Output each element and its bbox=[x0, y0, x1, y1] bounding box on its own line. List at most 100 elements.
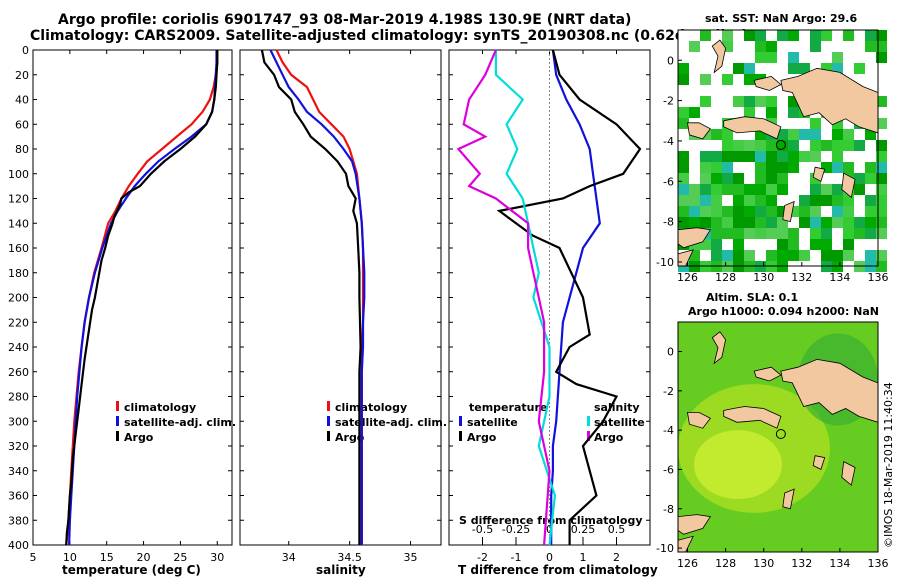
sst-cell bbox=[733, 184, 744, 195]
x-tick-label: 25 bbox=[173, 551, 187, 564]
sst-cell bbox=[777, 250, 788, 261]
legend-label-argo: Argo bbox=[335, 431, 365, 444]
legend-swatch-climatology bbox=[327, 401, 330, 411]
sst-cell bbox=[744, 217, 755, 228]
sst-cell bbox=[865, 129, 876, 140]
sst-cell bbox=[755, 195, 766, 206]
sst-cell bbox=[821, 63, 832, 74]
x-tick-label: 15 bbox=[100, 551, 114, 564]
y-tick-label: 80 bbox=[15, 143, 29, 156]
sst-cell bbox=[711, 239, 722, 250]
land-mass bbox=[753, 75, 782, 91]
sst-cell bbox=[766, 107, 777, 118]
sst-cell bbox=[755, 162, 766, 173]
sst-cell bbox=[777, 173, 788, 184]
sst-cell bbox=[711, 217, 722, 228]
legend-label-argo: Argo bbox=[124, 431, 154, 444]
sst-cell bbox=[689, 107, 700, 118]
sst-cell bbox=[876, 184, 887, 195]
sst-cell bbox=[876, 96, 887, 107]
sst-cell bbox=[788, 162, 799, 173]
map-y-tick-label: 0 bbox=[667, 345, 674, 358]
y-tick-label: 20 bbox=[15, 69, 29, 82]
series-satellite-adj-clim- bbox=[68, 50, 218, 546]
sst-cell bbox=[700, 239, 711, 250]
sst-cell bbox=[711, 162, 722, 173]
temperature-legend: climatology satellite-adj. clim. Argo bbox=[116, 401, 236, 444]
sst-cell bbox=[766, 250, 777, 261]
map-x-tick-label: 130 bbox=[753, 557, 774, 570]
sst-cell bbox=[700, 206, 711, 217]
argo-location-marker bbox=[775, 139, 786, 150]
map-y-tick-label: -4 bbox=[663, 424, 674, 437]
legend-swatch-s-satellite bbox=[587, 416, 590, 426]
legend-label-t-satellite: satellite bbox=[467, 416, 518, 429]
sst-cell bbox=[711, 151, 722, 162]
sla-map: 126 128 130 132 134 136 0 -2 -4 -6 -8 -10 bbox=[656, 321, 889, 570]
sst-cell bbox=[788, 140, 799, 151]
sst-cell bbox=[832, 217, 843, 228]
y-tick-label: 40 bbox=[15, 94, 29, 107]
salinity-axis-label: salinity bbox=[316, 563, 366, 577]
land-mass bbox=[723, 406, 782, 429]
sst-cell bbox=[711, 184, 722, 195]
land-mass bbox=[780, 358, 879, 423]
series-climatology bbox=[275, 49, 365, 545]
sst-cell bbox=[744, 151, 755, 162]
y-tick-label: 140 bbox=[8, 217, 29, 230]
sst-cell bbox=[700, 195, 711, 206]
sst-cell bbox=[755, 173, 766, 184]
map-x-tick-label: 126 bbox=[677, 557, 698, 570]
sst-cell bbox=[766, 96, 777, 107]
sst-cell bbox=[700, 184, 711, 195]
sst-cell bbox=[865, 206, 876, 217]
sst-cell bbox=[700, 173, 711, 184]
sst-cell bbox=[700, 30, 711, 41]
sst-cell bbox=[832, 162, 843, 173]
sst-cell bbox=[832, 206, 843, 217]
sst-cell bbox=[810, 217, 821, 228]
sst-cell bbox=[821, 30, 832, 41]
legend-swatch-satellite bbox=[116, 416, 119, 426]
sst-cell bbox=[876, 140, 887, 151]
sst-cell bbox=[777, 228, 788, 239]
sst-cell bbox=[788, 129, 799, 140]
sst-cell bbox=[821, 228, 832, 239]
temperature-axis-label: temperature (deg C) bbox=[62, 563, 201, 577]
x-tick-label: 2 bbox=[613, 551, 620, 564]
sst-cell bbox=[777, 184, 788, 195]
sst-cell bbox=[843, 140, 854, 151]
sst-cell bbox=[843, 195, 854, 206]
series-argo bbox=[260, 49, 362, 545]
x-tick-label: 10 bbox=[63, 551, 77, 564]
sst-cell bbox=[876, 195, 887, 206]
map-y-tick-label: -2 bbox=[663, 95, 674, 108]
sst-cell bbox=[854, 63, 865, 74]
sst-cell bbox=[755, 140, 766, 151]
sst-cell bbox=[843, 250, 854, 261]
difference-legend: temperature satellite Argo salinity sate… bbox=[459, 401, 645, 527]
series-s-satellite bbox=[494, 50, 557, 546]
sst-cell bbox=[865, 217, 876, 228]
land-mass bbox=[753, 366, 782, 382]
sst-cell bbox=[766, 228, 777, 239]
difference-axis-label: T difference from climatology bbox=[458, 563, 658, 577]
legend-label-climatology: climatology bbox=[335, 401, 407, 414]
land-mass bbox=[711, 39, 727, 74]
land-mass bbox=[711, 331, 727, 365]
sst-cell bbox=[700, 162, 711, 173]
y-tick-label: 180 bbox=[8, 267, 29, 280]
sst-cell bbox=[777, 30, 788, 41]
sst-cell bbox=[678, 195, 689, 206]
sst-cell bbox=[854, 173, 865, 184]
sst-cell bbox=[689, 41, 700, 52]
footer-timestamp: ©IMOS 18-Mar-2019 11:40:34 bbox=[882, 382, 895, 548]
y-tick-label: 320 bbox=[8, 440, 29, 453]
sst-cell bbox=[788, 228, 799, 239]
sst-cell bbox=[744, 96, 755, 107]
sst-cell bbox=[810, 151, 821, 162]
land-mass bbox=[687, 122, 712, 140]
y-tick-label: 260 bbox=[8, 366, 29, 379]
y-tick-label: 360 bbox=[8, 490, 29, 503]
